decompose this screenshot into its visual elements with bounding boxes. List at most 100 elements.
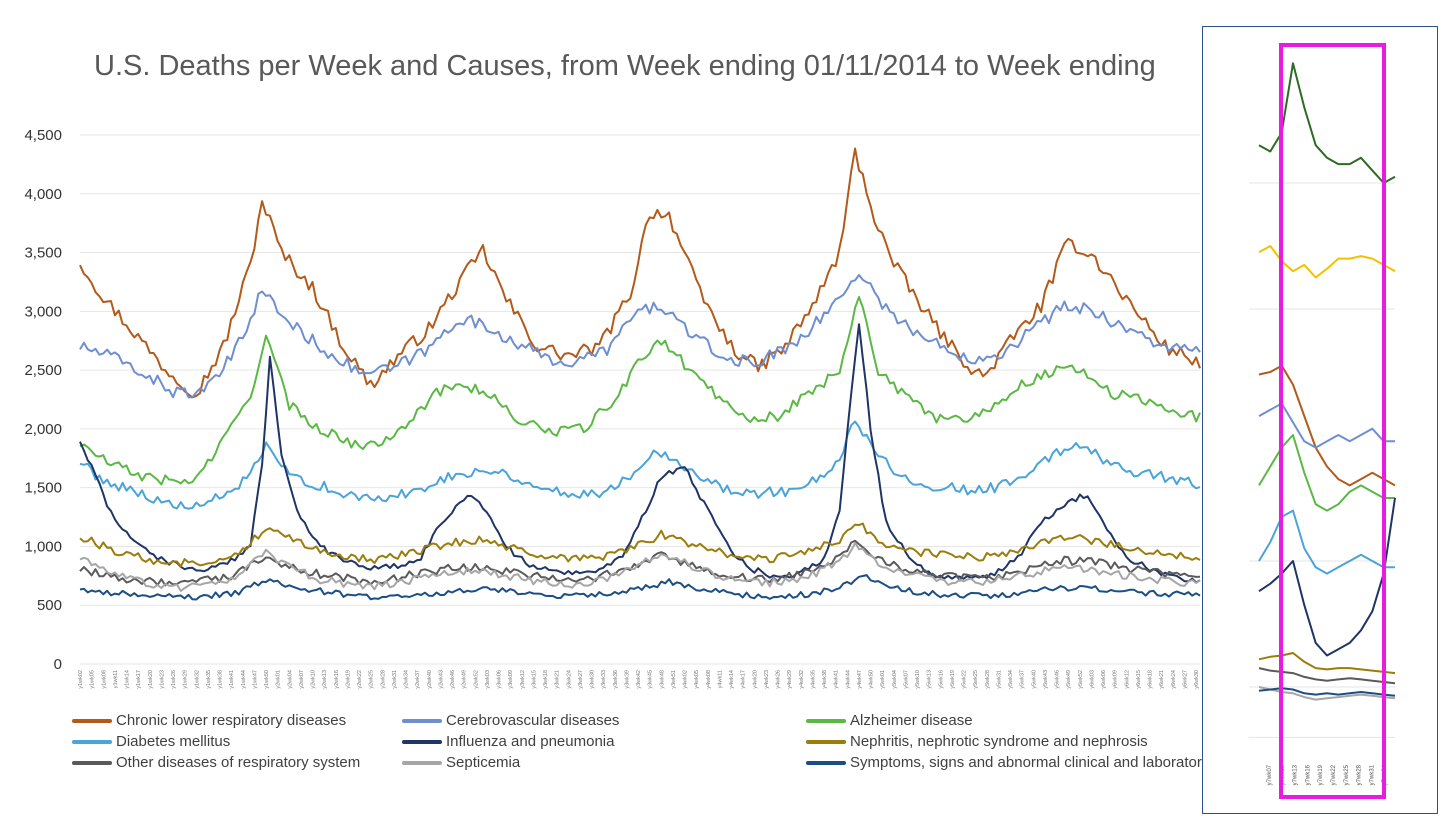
x-tick-label: y5wk28 (985, 670, 991, 689)
series-line (79, 541, 1201, 592)
x-tick-label: y6wk15 (1136, 670, 1142, 689)
x-tick-label: y4wk38 (822, 670, 828, 689)
series-line (79, 574, 1201, 601)
x-tick-label: y4wk05 (694, 670, 700, 689)
series-line (79, 296, 1201, 486)
x-tick-label: y2wk28 (380, 670, 386, 689)
x-tick-label: y3wk24 (566, 670, 572, 689)
x-tick-label: y1wk50 (264, 670, 270, 689)
x-tick-label: y4wk20 (752, 670, 758, 689)
legend-label: Septicemia (446, 754, 521, 771)
x-tick-label: y6wk27 (1182, 670, 1188, 689)
x-tick-label: y2wk16 (334, 670, 340, 689)
x-tick-label: y6wk24 (1171, 670, 1177, 689)
x-tick-label: y4wk02 (683, 670, 689, 689)
x-tick-label: y1wk23 (159, 670, 165, 689)
x-tick-label: y2wk34 (404, 670, 410, 689)
x-tick-label: y3wk36 (613, 670, 619, 689)
legend-label: Diabetes mellitus (116, 733, 231, 750)
x-tick-label: y5wk31 (996, 670, 1002, 689)
series-line (79, 420, 1201, 510)
series-line (79, 522, 1201, 568)
x-tick-label: y1wk29 (183, 670, 189, 689)
series-line (79, 147, 1201, 399)
legend-swatch (806, 739, 846, 744)
legend-label: Cerebrovascular diseases (446, 712, 620, 729)
x-tick-label: y1wk35 (206, 670, 212, 689)
legend-label: Symptoms, signs and abnormal clinical an… (850, 754, 1210, 771)
x-tick-label: y3wk27 (578, 670, 584, 689)
legend-label: Chronic lower respiratory diseases (116, 712, 347, 729)
legend-item: Symptoms, signs and abnormal clinical an… (806, 754, 1209, 771)
x-tick-label: y6wk09 (1113, 670, 1119, 689)
x-tick-label: y5wk43 (1043, 670, 1049, 689)
x-tick-label: y5wk46 (1055, 670, 1061, 689)
y-tick-label: 4,000 (24, 186, 62, 203)
y-tick-label: 500 (37, 597, 62, 614)
x-tick-label: y3wk15 (531, 670, 537, 689)
x-tick-label: y5wk49 (1066, 670, 1072, 689)
x-tick-label: y2wk52 (473, 670, 479, 689)
x-tick-label: y3wk03 (485, 670, 491, 689)
inset-line-chart: y7wk07 y7wk10 y7wk13 y7wk16 y7wk19 y7wk22 y7wk… (1249, 43, 1396, 799)
x-tick-label: y5wk16 (938, 670, 944, 689)
x-tick-label: y3wk39 (624, 670, 630, 689)
legend-swatch (806, 760, 846, 765)
x-tick-label: y6wk12 (1124, 670, 1130, 689)
x-tick-label: y4wk14 (729, 670, 735, 689)
legend-item: Influenza and pneumonia (402, 733, 614, 750)
x-tick-label: y5wk10 (915, 670, 921, 689)
x-tick-label: y3wk12 (520, 670, 526, 689)
x-tick-label: y3wk18 (543, 670, 549, 689)
x-tick-label: y2wk37 (415, 670, 421, 689)
legend-item: Alzheimer disease (806, 712, 973, 729)
x-tick-label: y1wk38 (218, 670, 224, 689)
x-tick-label: y1wk17 (136, 670, 142, 689)
x-tick-label: y6wk06 (1101, 670, 1107, 689)
legend-item: Septicemia (402, 754, 520, 771)
x-tick-label: y2wk25 (369, 670, 375, 689)
x-tick-label: y3wk06 (497, 670, 503, 689)
legend-swatch (72, 718, 112, 723)
x-tick-label: y5wk01 (880, 670, 886, 689)
legend-item: Chronic lower respiratory diseases (72, 712, 346, 729)
x-tick-label: y3wk09 (508, 670, 514, 689)
inset-x-tick-label: y7wk25 (1344, 764, 1350, 785)
x-tick-label: y4wk23 (764, 670, 770, 689)
inset-x-tick-label: y7wk16 (1305, 764, 1311, 785)
x-tick-label: y1wk32 (194, 670, 200, 689)
legend-item: Other diseases of respiratory system (72, 754, 360, 771)
inset-panel: y7wk07 y7wk10 y7wk13 y7wk16 y7wk19 y7wk22 y7wk… (1202, 26, 1438, 814)
x-tick-label: y5wk40 (1031, 670, 1037, 689)
x-tick-label: y5wk07 (903, 670, 909, 689)
x-tick-label: y5wk22 (962, 670, 968, 689)
x-tick-label: y2wk19 (345, 670, 351, 689)
y-tick-label: 3,000 (24, 303, 62, 320)
y-tick-label: 1,500 (24, 480, 62, 497)
x-tick-label: y4wk08 (706, 670, 712, 689)
x-tick-label: y5wk19 (950, 670, 956, 689)
x-tick-label: y6wk18 (1148, 670, 1154, 689)
x-tick-label: y5wk04 (892, 670, 898, 689)
x-tick-label: y2wk13 (322, 670, 328, 689)
highlight-box (1279, 43, 1386, 799)
legend-label: Nephritis, nephrotic syndrome and nephro… (850, 733, 1148, 750)
x-tick-label: y3wk51 (671, 670, 677, 689)
x-tick-label: y3wk42 (636, 670, 642, 689)
legend-swatch (72, 760, 112, 765)
x-tick-label: y2wk10 (311, 670, 317, 689)
legend-item: Cerebrovascular diseases (402, 712, 619, 729)
x-tick-label: y4wk47 (857, 670, 863, 689)
x-tick-label: y3wk30 (590, 670, 596, 689)
x-tick-label: y2wk07 (299, 670, 305, 689)
x-tick-label: y4wk17 (741, 670, 747, 689)
x-tick-label: y3wk48 (659, 670, 665, 689)
y-tick-label: 2,000 (24, 421, 62, 438)
x-tick-label: y2wk43 (438, 670, 444, 689)
x-tick-label: y5wk25 (973, 670, 979, 689)
x-tick-label: y1wk08 (101, 670, 107, 689)
legend-item: Nephritis, nephrotic syndrome and nephro… (806, 733, 1148, 750)
legend-label: Influenza and pneumonia (446, 733, 615, 750)
x-tick-label: y4wk32 (799, 670, 805, 689)
